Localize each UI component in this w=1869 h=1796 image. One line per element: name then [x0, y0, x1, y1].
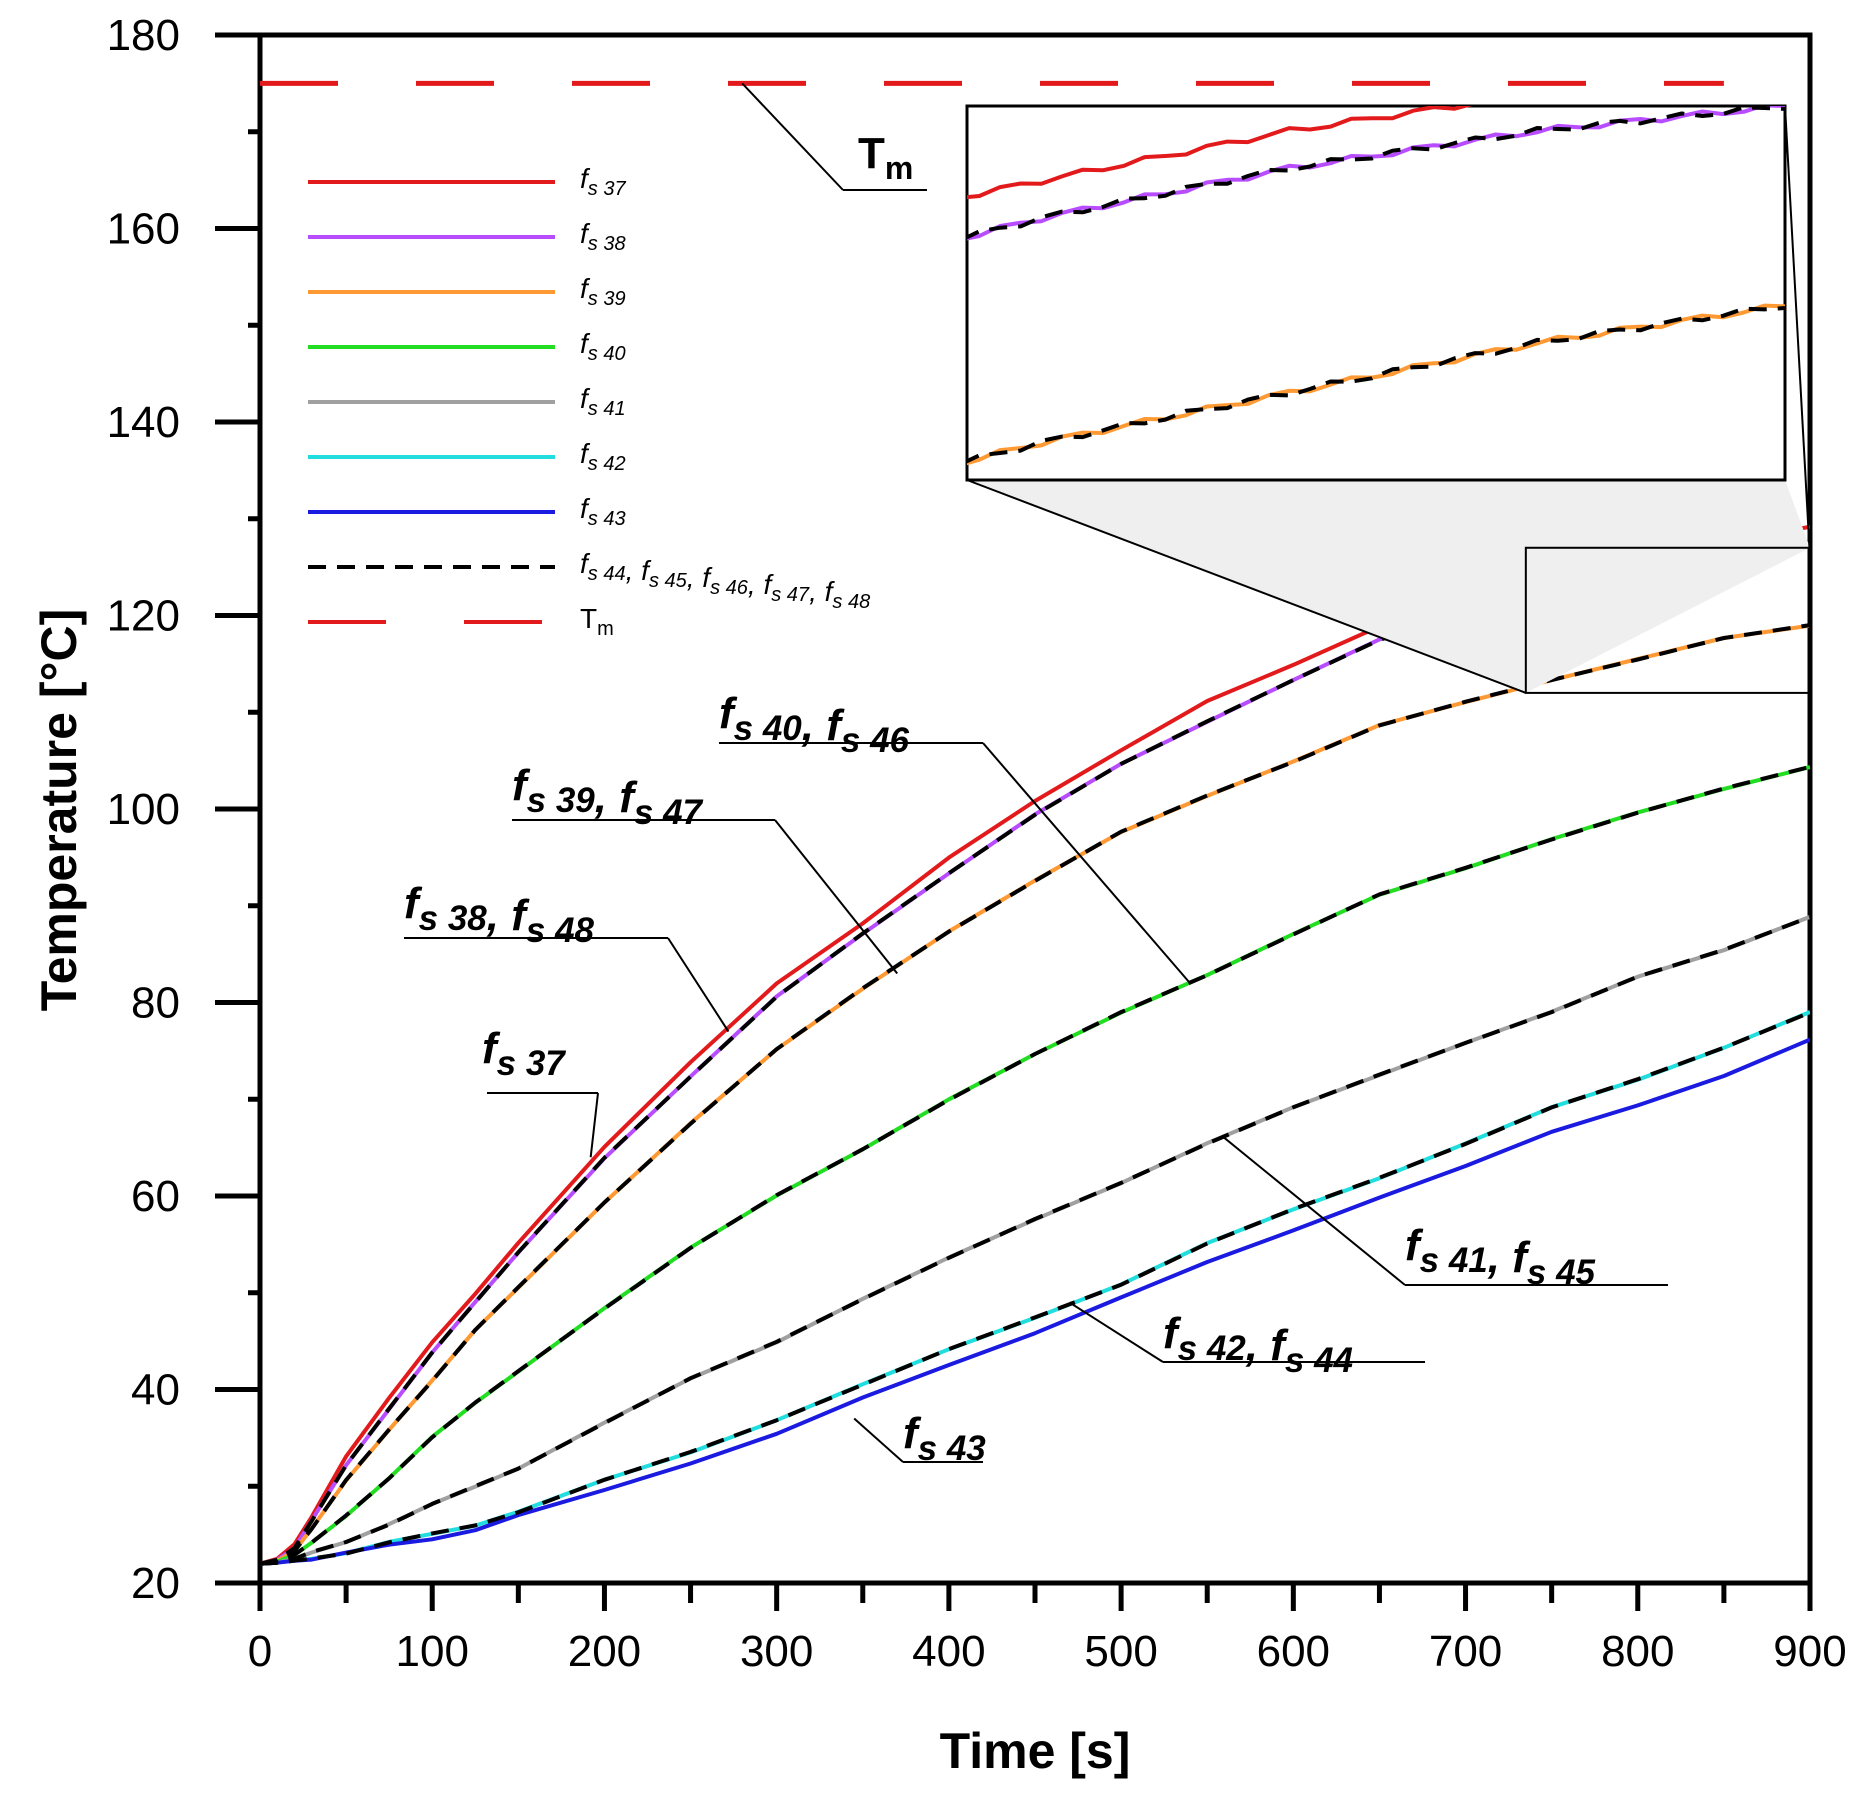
annotation-label-ann-fs37: fs 37 — [482, 1024, 566, 1083]
x-tick-label: 300 — [740, 1627, 813, 1676]
series-line-fs46 — [260, 764, 1810, 1566]
legend: fs 37 fs 38 fs 39 fs 40 fs 41 fs 42 fs 43 fs 44… — [308, 163, 870, 640]
annotation-leader — [853, 1417, 904, 1463]
series-line-fs45 — [260, 915, 1810, 1566]
annotation-leader — [1223, 1137, 1406, 1286]
legend-label: Tm — [580, 603, 614, 640]
legend-label: fs 38 — [580, 218, 626, 255]
annotation-label-ann-tm: Tm — [858, 129, 913, 186]
legend-label: fs 37 — [580, 163, 626, 200]
y-tick-label: 60 — [131, 1172, 180, 1221]
legend-label: fs 39 — [580, 273, 626, 310]
annotation-label-ann-fs43: fs 43 — [903, 1409, 986, 1468]
annotation-label-ann-fs41-45: fs 41, fs 45 — [1405, 1221, 1596, 1292]
x-tick-label: 500 — [1084, 1627, 1157, 1676]
annotation-leader — [982, 742, 1191, 984]
zoom-connector-fill — [967, 480, 1810, 693]
series-line-fs39 — [260, 623, 1810, 1566]
y-tick-label: 160 — [107, 205, 180, 254]
zoom-callout — [966, 105, 1812, 694]
y-tick-label: 120 — [107, 592, 180, 641]
annotation-leader — [1068, 1301, 1164, 1363]
inset-line-fs44 — [546, 1303, 1785, 1725]
y-tick-label: 100 — [107, 785, 180, 834]
x-tick-label: 800 — [1601, 1627, 1674, 1676]
annotation-label-ann-fs40-46: fs 40, fs 46 — [719, 689, 910, 760]
inset-line-fs48 — [967, 106, 1785, 240]
y-tick-label: 140 — [107, 398, 180, 447]
y-tick-label: 20 — [131, 1559, 180, 1608]
inset-frame — [965, 104, 1787, 482]
series-line-fs47 — [260, 623, 1810, 1566]
inset-line-fs47 — [967, 306, 1785, 464]
annotation-label-ann-fs42-44: fs 42, fs 44 — [1163, 1309, 1353, 1380]
x-axis-title: Time [s] — [940, 1723, 1131, 1779]
axis-ticks: 0 100 200 300 400 500 600 700 800 900 20 40 60 80 100 1… — [107, 11, 1847, 1676]
y-tick-label: 40 — [131, 1366, 180, 1415]
x-tick-label: 900 — [1773, 1627, 1846, 1676]
x-tick-label: 0 — [248, 1627, 272, 1676]
series-line-fs44 — [260, 1010, 1810, 1566]
x-tick-label: 400 — [912, 1627, 985, 1676]
legend-label: fs 41 — [580, 383, 626, 420]
series-line-fs43 — [260, 1037, 1810, 1566]
annotation-leader — [741, 82, 844, 191]
y-axis-title: Temperature [°C] — [31, 609, 87, 1011]
y-tick-label: 180 — [107, 11, 180, 60]
x-tick-label: 200 — [568, 1627, 641, 1676]
y-tick-label: 80 — [131, 979, 180, 1028]
annotation-label-ann-fs39-47: fs 39, fs 47 — [512, 761, 704, 832]
inset-line-fs42 — [546, 1306, 1785, 1730]
annotation-leader — [774, 819, 899, 975]
zoom-connector-left — [966, 479, 1527, 694]
series-line-fs40 — [260, 765, 1810, 1566]
legend-label: fs 44, fs 45, fs 46, fs 47, fs 48 — [580, 548, 870, 613]
legend-label: fs 40 — [580, 328, 626, 365]
inset-plot — [546, 104, 1787, 1780]
inset-line-fs37 — [967, 106, 1473, 200]
inset-line-fs43 — [546, 1381, 1785, 1780]
annotation-leader — [589, 1092, 599, 1158]
annotation-leader — [667, 937, 730, 1033]
x-tick-label: 700 — [1429, 1627, 1502, 1676]
series-line-fs41 — [260, 914, 1810, 1566]
x-tick-label: 600 — [1257, 1627, 1330, 1676]
x-tick-label: 100 — [396, 1627, 469, 1676]
zoom-connector-right — [1784, 105, 1811, 558]
legend-label: fs 42 — [580, 438, 626, 475]
zoom-region-box — [1524, 546, 1812, 694]
inset-series — [546, 106, 1785, 1780]
legend-label: fs 43 — [580, 493, 626, 530]
annotation-label-ann-fs38-48: fs 38, fs 48 — [404, 879, 595, 950]
